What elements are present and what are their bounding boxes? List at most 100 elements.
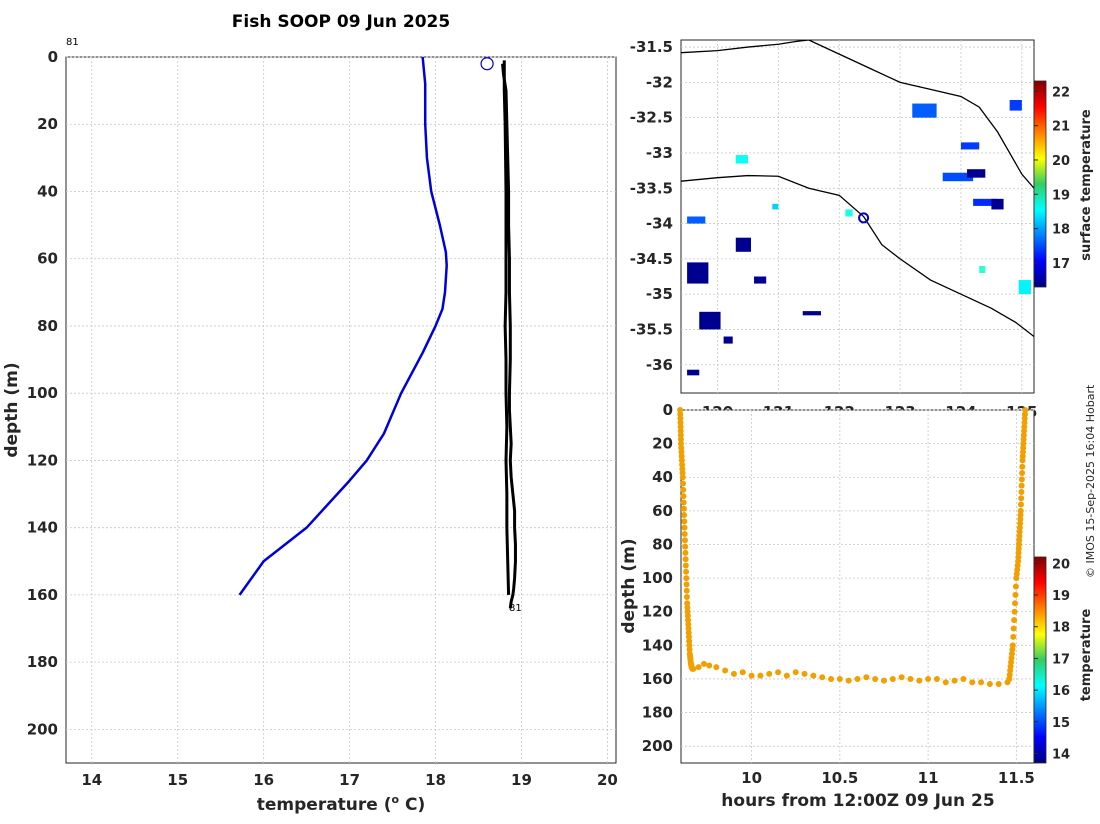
track-point-bottom-leg <box>898 674 905 681</box>
track-point-up-cast <box>1012 583 1019 590</box>
sst-patch <box>723 336 733 344</box>
profile-xtick-label: 16 <box>253 771 274 789</box>
map-ytick-label: -31.5 <box>630 38 673 56</box>
track-point-bottom-leg <box>880 677 887 684</box>
profile-id-label-top: 81 <box>66 37 79 48</box>
track-ytick-label: 0 <box>663 401 673 419</box>
track-point-bottom-leg <box>863 674 870 681</box>
track-point-bottom-leg <box>836 675 843 682</box>
track-point-bottom-leg <box>690 665 697 672</box>
profile-xtick-label: 19 <box>511 771 532 789</box>
profile-ticks: 14 15 16 17 18 19 2002040608010012014016018020… <box>27 48 618 789</box>
map-colorbar <box>1033 80 1047 288</box>
sst-patch <box>1009 100 1022 111</box>
track-point-bottom-leg <box>969 679 976 686</box>
track-panel: 10 10.5 11 11.5020406080100120140160180200 … <box>619 401 1094 811</box>
track-point-bottom-leg <box>730 670 737 677</box>
track-colorbar-tick-label: 16 <box>1052 684 1070 699</box>
track-point-up-cast <box>1014 562 1021 569</box>
map-colorbar-tick-label: 19 <box>1052 188 1070 203</box>
track-point-up-cast <box>1016 528 1023 535</box>
track-point-up-cast <box>1007 663 1014 670</box>
sst-patch <box>967 169 986 178</box>
track-point-bottom-leg <box>783 672 790 679</box>
track-point-up-cast <box>1017 501 1024 508</box>
track-point-down-cast <box>677 436 684 443</box>
track-point-bottom-leg <box>845 677 852 684</box>
track-point-down-cast <box>683 568 690 575</box>
track-point-down-cast <box>677 432 684 439</box>
sst-patch <box>687 369 700 376</box>
profile-line-up <box>502 60 511 595</box>
track-xtick-label: 10 <box>741 769 762 787</box>
sst-patch <box>772 203 779 210</box>
track-point-bottom-leg <box>713 664 720 671</box>
track-point-down-cast <box>679 470 686 477</box>
map-colorbar-tick-label: 21 <box>1052 120 1070 135</box>
profile-xtick-label: 15 <box>167 771 188 789</box>
track-point-bottom-leg <box>916 677 923 684</box>
track-point-bottom-leg <box>960 675 967 682</box>
track-point-bottom-leg <box>801 670 808 677</box>
track-xtick-label: 10.5 <box>821 769 858 787</box>
sst-patch <box>802 311 821 316</box>
track-point-up-cast <box>1010 625 1017 632</box>
track-xtick-label: 11 <box>918 769 939 787</box>
track-point-down-cast <box>679 480 686 487</box>
track-axes-box <box>680 409 1035 764</box>
profile-ytick-label: 200 <box>27 720 58 738</box>
track-point-up-cast <box>1011 617 1018 624</box>
profile-ytick-label: 100 <box>27 384 58 402</box>
track-point-down-cast <box>677 423 684 430</box>
track-ytick-label: 60 <box>652 502 673 520</box>
track-ytick-label: 20 <box>652 435 673 453</box>
credit-text: © IMOS 15-Sep-2025 16:04 Hobart <box>1084 384 1097 578</box>
track-point-bottom-leg <box>995 680 1002 687</box>
track-point-bottom-leg <box>700 660 707 667</box>
track-ytick-label: 120 <box>642 603 673 621</box>
track-point-bottom-leg <box>695 664 702 671</box>
track-colorbar-label: temperature <box>1079 609 1094 702</box>
map-colorbar-ticks: 17 18 19 20 21 22 <box>1034 85 1070 272</box>
track-point-up-cast <box>1021 428 1028 435</box>
profile-ytick-label: 140 <box>27 519 58 537</box>
map-ytick-label: -34 <box>646 215 673 233</box>
track-point-bottom-leg <box>907 675 914 682</box>
sst-patch <box>687 216 706 224</box>
map-ytick-label: -34.5 <box>630 250 673 268</box>
map-colorbar-tick-label: 20 <box>1052 154 1070 169</box>
sst-patch <box>973 198 998 206</box>
map-content <box>681 40 1034 376</box>
track-colorbar-tick-label: 15 <box>1052 716 1070 731</box>
map-colorbar-tick-label: 22 <box>1052 85 1070 100</box>
sst-patch <box>1018 280 1031 295</box>
profile-ytick-label: 0 <box>48 48 58 66</box>
track-point-up-cast <box>1019 470 1026 477</box>
sst-patch <box>754 276 767 284</box>
sst-patch <box>845 209 853 217</box>
map-axes-box <box>680 39 1035 394</box>
track-point-bottom-leg <box>986 680 993 687</box>
track-point-down-cast <box>680 499 687 506</box>
track-xtick-label: 11.5 <box>998 769 1035 787</box>
track-point-bottom-leg <box>739 669 746 676</box>
track-point-up-cast <box>1012 591 1019 598</box>
track-point-up-cast <box>1018 488 1025 495</box>
track-point-down-cast <box>677 428 684 435</box>
track-point-bottom-leg <box>872 675 879 682</box>
map-gridlines <box>681 40 1034 393</box>
track-ylabel: depth (m) <box>619 538 639 633</box>
sst-patch <box>735 237 751 252</box>
track-ticks: 10 10.5 11 11.5 0 20 40 60 80 100 120 140 160 180 200 <box>642 401 1035 787</box>
sst-patch <box>735 155 748 164</box>
track-point-bottom-leg <box>828 675 835 682</box>
track-point-up-cast <box>1021 411 1028 418</box>
track-point-down-cast <box>678 453 685 460</box>
profile-ytick-label: 80 <box>37 317 58 335</box>
profile-ytick-label: 180 <box>27 653 58 671</box>
track-points <box>677 407 1029 687</box>
track-point-bottom-leg <box>810 672 817 679</box>
map-ytick-label: -35.5 <box>630 320 673 338</box>
profile-ytick-label: 60 <box>37 250 58 268</box>
profile-xtick-label: 17 <box>339 771 360 789</box>
